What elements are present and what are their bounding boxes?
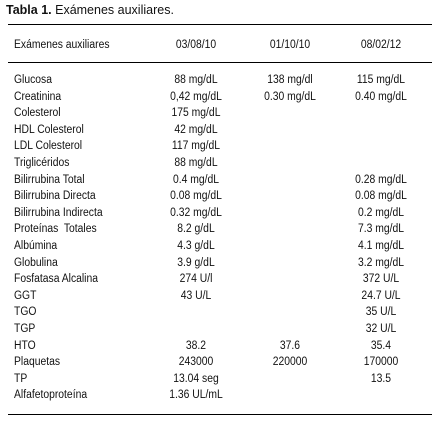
row-label: Proteínas Totales	[14, 223, 97, 236]
row-label: Albúmina	[14, 240, 58, 252]
row-label: GGT	[14, 289, 37, 302]
cell: 0,42 mg/dL	[170, 90, 222, 103]
cell: 0.2 mg/dL	[357, 206, 405, 219]
row-label: Alfafetoproteína	[14, 389, 88, 402]
cell: 372 U/L	[362, 273, 400, 286]
cell: 13.5	[370, 372, 392, 385]
cell: 115 mg/dL	[356, 74, 406, 86]
cell: 175 mg/dL	[171, 107, 221, 120]
caption-label: Tabla 1.	[6, 3, 52, 17]
row-label: TGP	[14, 323, 36, 335]
cell: 138 mg/dl	[267, 74, 313, 86]
cell: 8.2 g/dL	[177, 223, 215, 236]
cell: 43 U/L	[180, 289, 212, 302]
cell: 0.08 mg/dL	[355, 190, 407, 203]
row-label: Colesterol	[14, 107, 61, 120]
row-label: Glucosa	[14, 74, 52, 86]
cell: 3.2 mg/dL	[357, 256, 405, 269]
header-cell: 01/10/10	[269, 39, 311, 51]
cell: 0.4 mg/dL	[172, 173, 220, 186]
caption-text: Exámenes auxiliares.	[55, 3, 174, 17]
cell: 42 mg/dL	[174, 123, 218, 136]
cell: 4.1 mg/dL	[357, 240, 405, 252]
cell: 88 mg/dL	[174, 74, 218, 86]
header-rule	[8, 62, 432, 63]
row-label: Bilirrubina Total	[14, 173, 85, 186]
cell: 0.28 mg/dL	[355, 173, 407, 186]
row-label: Bilirrubina Indirecta	[14, 206, 103, 219]
cell: 35 U/L	[365, 306, 397, 319]
row-label: HDL Colesterol	[14, 123, 84, 136]
top-rule	[8, 24, 432, 25]
cell: 0.32 mg/dL	[170, 206, 222, 219]
cell: 4.3 g/dL	[177, 240, 215, 252]
row-label: TGO	[14, 306, 37, 319]
cell: 0.40 mg/dL	[355, 90, 407, 103]
row-label: Bilirrubina Directa	[14, 190, 96, 203]
cell: 117 mg/dL	[171, 140, 221, 153]
header-cell: 03/08/10	[175, 39, 217, 51]
row-label: Triglicéridos	[14, 157, 70, 169]
header-cell: 08/02/12	[360, 39, 402, 51]
cell: 13.04 seg	[173, 372, 219, 385]
row-label: Globulina	[14, 256, 58, 269]
cell: 243000	[178, 356, 214, 369]
cell: 32 U/L	[365, 323, 397, 335]
row-label: Creatinina	[14, 90, 62, 103]
cell: 0.30 mg/dL	[264, 90, 316, 103]
cell: 170000	[363, 356, 399, 369]
row-label: LDL Colesterol	[14, 140, 83, 153]
caption: Tabla 1. Exámenes auxiliares.	[6, 3, 174, 17]
row-label: HTO	[14, 339, 36, 352]
cell: 220000	[272, 356, 308, 369]
cell: 24.7 U/L	[361, 289, 401, 302]
header-cell: Exámenes auxiliares	[14, 39, 110, 51]
row-label: TP	[14, 372, 28, 385]
cell: 0.08 mg/dL	[170, 190, 222, 203]
cell: 38.2	[185, 339, 207, 352]
cell: 35.4	[370, 339, 392, 352]
cell: 1.36 UL/mL	[169, 389, 223, 402]
cell: 88 mg/dL	[174, 157, 218, 169]
cell: 7.3 mg/dL	[357, 223, 405, 236]
cell: 3.9 g/dL	[177, 256, 215, 269]
bottom-rule	[8, 414, 432, 415]
cell: 37.6	[279, 339, 301, 352]
cell: 274 U/l	[179, 273, 213, 286]
row-label: Plaquetas	[14, 356, 61, 369]
row-label: Fosfatasa Alcalina	[14, 273, 99, 286]
